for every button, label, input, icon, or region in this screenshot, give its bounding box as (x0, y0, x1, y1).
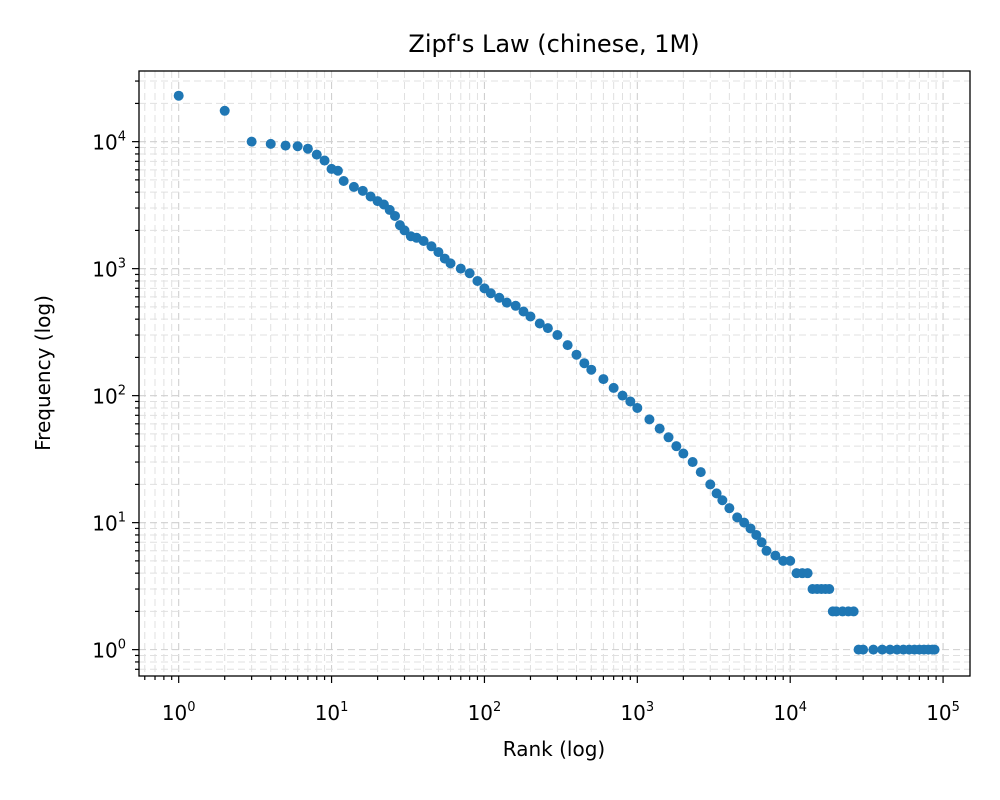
data-point (433, 247, 444, 258)
x-tick-label: 105 (926, 700, 960, 725)
data-point (717, 495, 728, 506)
data-point (319, 155, 330, 166)
y-tick-label: 104 (92, 130, 126, 155)
data-point (625, 396, 636, 407)
x-axis-label: Rank (log) (503, 737, 605, 761)
data-point (586, 364, 597, 375)
data-point (929, 644, 940, 655)
grid (139, 71, 970, 676)
data-point (802, 568, 813, 579)
data-point (311, 149, 322, 160)
data-point (868, 644, 879, 655)
data-point (464, 268, 475, 279)
data-point (858, 644, 869, 655)
data-point (302, 143, 313, 154)
data-point (745, 523, 756, 534)
plot-frame (138, 70, 971, 677)
data-point (426, 241, 437, 252)
x-tick-label: 100 (162, 700, 196, 725)
data-point (632, 402, 643, 413)
data-point (885, 644, 896, 655)
y-tick-label: 103 (92, 257, 126, 282)
data-point (525, 311, 536, 322)
scatter-points (173, 90, 940, 655)
data-point (695, 467, 706, 478)
data-point (357, 185, 368, 196)
data-point (608, 382, 619, 393)
data-point (579, 358, 590, 369)
data-point (562, 340, 573, 351)
data-point (338, 175, 349, 186)
data-point (418, 236, 429, 247)
data-point (848, 606, 859, 617)
data-point (485, 288, 496, 299)
data-point (501, 297, 512, 308)
data-point (756, 537, 767, 548)
x-axis: 100 101 102 103 104 105 (144, 676, 960, 725)
y-tick-label: 101 (92, 511, 126, 536)
data-point (332, 165, 343, 176)
data-point (770, 550, 781, 561)
y-axis-label: Frequency (log) (31, 295, 55, 451)
data-point (598, 374, 609, 385)
data-point (654, 423, 665, 434)
chart-title: Zipf's Law (chinese, 1M) (408, 30, 699, 58)
data-point (552, 330, 563, 341)
x-tick-label: 104 (773, 700, 807, 725)
data-point (687, 457, 698, 468)
x-tick-label: 102 (468, 700, 502, 725)
y-tick-label: 102 (92, 384, 126, 409)
data-point (518, 306, 529, 317)
data-point (173, 90, 184, 101)
data-point (761, 545, 772, 556)
data-point (678, 448, 689, 459)
x-tick-label: 101 (315, 700, 349, 725)
data-point (445, 258, 456, 269)
x-tick-label: 103 (620, 700, 654, 725)
data-point (671, 441, 682, 452)
data-point (877, 644, 888, 655)
data-point (472, 275, 483, 286)
data-point (455, 263, 466, 274)
data-point (663, 432, 674, 443)
data-point (399, 225, 410, 236)
data-point (348, 181, 359, 192)
data-point (824, 584, 835, 595)
data-point (644, 414, 655, 425)
y-axis: 100 101 102 103 104 (92, 80, 139, 670)
data-point (246, 136, 257, 147)
data-point (724, 503, 735, 514)
data-point (785, 555, 796, 566)
data-point (390, 210, 401, 221)
data-point (711, 488, 722, 499)
data-point (751, 529, 762, 540)
data-point (778, 555, 789, 566)
data-point (705, 479, 716, 490)
data-point (571, 349, 582, 360)
data-point (732, 512, 743, 523)
data-point (510, 300, 521, 311)
data-point (617, 390, 628, 401)
y-tick-label: 100 (92, 638, 126, 663)
data-point (739, 517, 750, 528)
data-point (494, 292, 505, 303)
data-point (534, 318, 545, 329)
data-point (292, 141, 303, 152)
data-point (542, 323, 553, 334)
data-point (219, 105, 230, 116)
data-point (265, 138, 276, 149)
data-point (280, 140, 291, 151)
